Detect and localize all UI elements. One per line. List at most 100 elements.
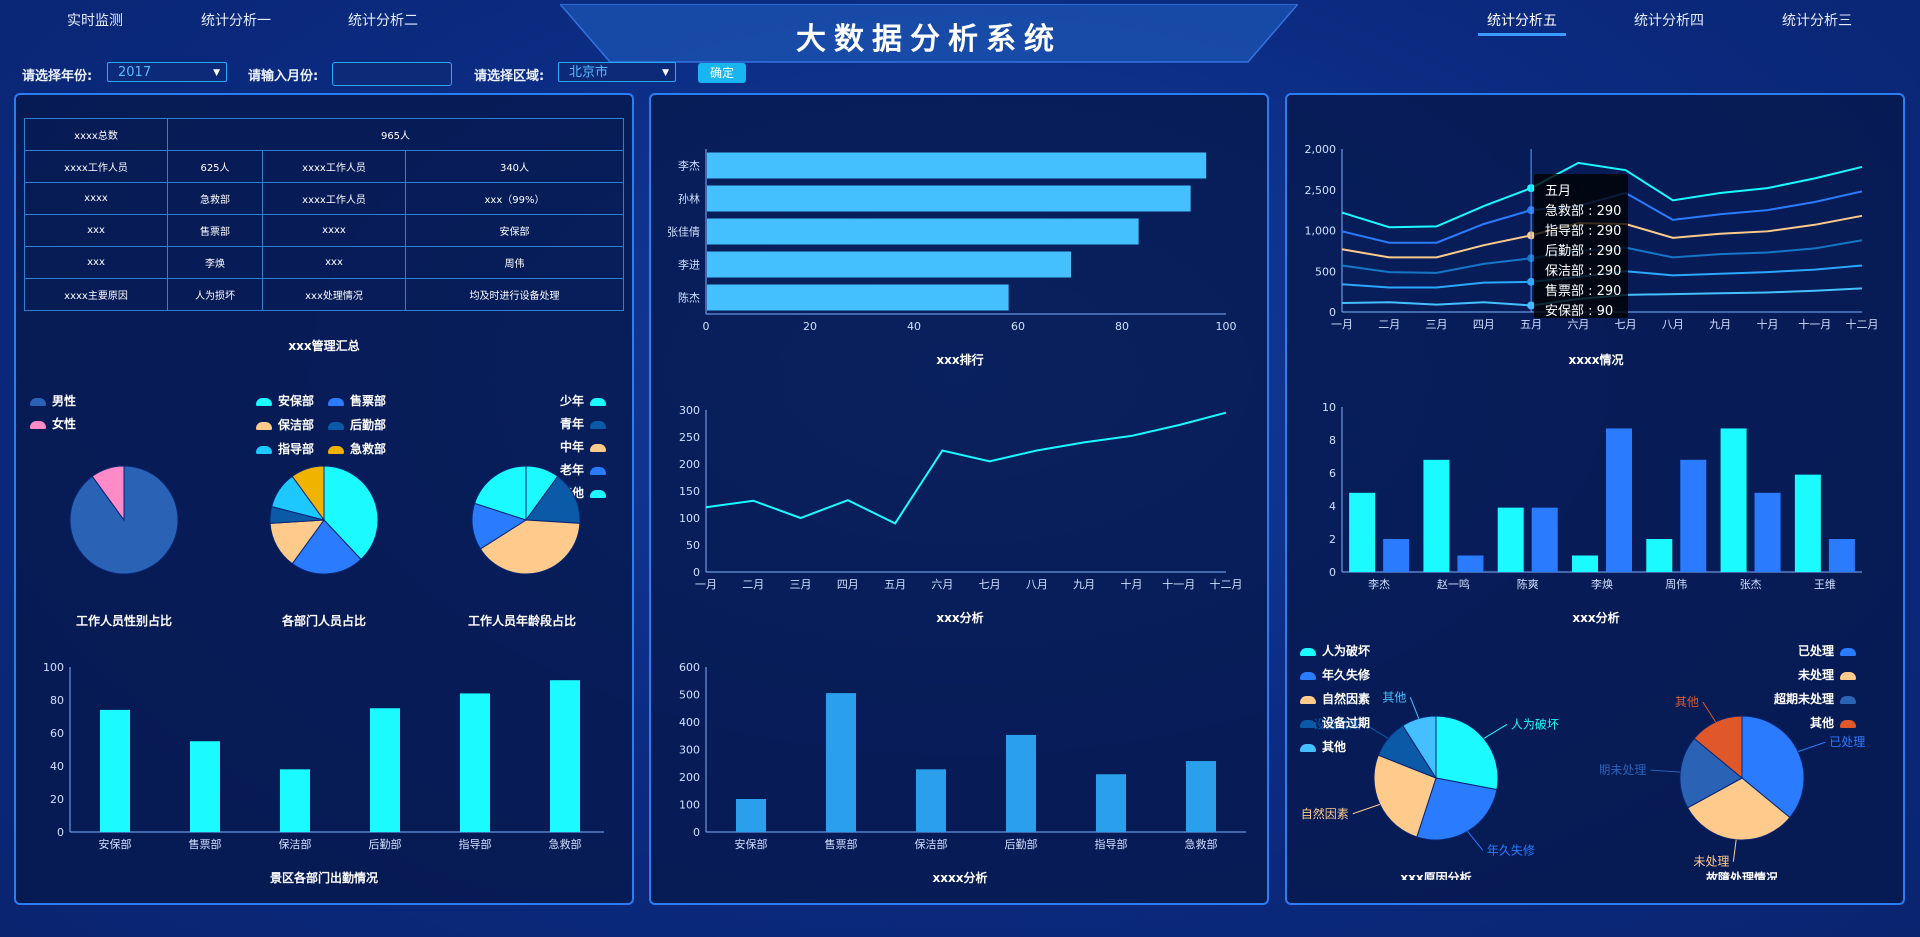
pie-label: 未处理 [1693,855,1729,869]
tooltip-item: 后勤部 : 290 [1545,244,1622,259]
legend-item[interactable]: 设备过期 [1300,714,1370,731]
legend-item[interactable]: 后勤部 [328,416,386,433]
age-pie-caption: 工作人员年龄段占比 [467,614,576,628]
legend-item[interactable]: 其他 [1774,714,1857,731]
chart-title: xxxx情况 [1569,352,1624,367]
chart-title: 景区各部门出勤情况 [270,870,378,885]
legend-swatch [328,421,344,430]
x-tick-label: 指导部 [459,837,492,851]
tooltip-item: 指导部 : 290 [1545,224,1622,239]
pie-slice [1693,715,1743,780]
legend-item[interactable]: 年久失修 [1300,666,1370,683]
confirm-button[interactable]: 确定 [698,63,746,83]
legend-item[interactable]: 超期未处理 [1774,690,1857,707]
legend-item[interactable]: 自然因素 [1300,690,1370,707]
chart-title: xxx分析 [1572,610,1619,625]
table-cell: 340人 [405,150,624,183]
pie-label-line [1797,741,1826,753]
x-tick-label: 十一月 [1798,317,1831,331]
table-cell: xxxx主要原因 [24,278,168,311]
legend-item[interactable]: 人为破坏 [1300,642,1370,659]
y-tick-label: 50 [686,539,700,552]
x-tick-label: 一月 [695,578,717,591]
bar [1606,428,1632,572]
legend-label: 未处理 [1798,668,1835,682]
x-tick-label: 十一月 [1162,577,1195,591]
legend-item[interactable]: 少年 [560,392,607,409]
legend-label: 已处理 [1798,644,1835,658]
x-tick-label: 售票部 [825,837,858,851]
legend-item[interactable]: 青年 [560,415,607,432]
legend-label: 人为破坏 [1322,644,1371,658]
legend-swatch [590,443,607,452]
legend-item[interactable]: 已处理 [1774,642,1857,659]
legend-item[interactable]: 其他 [1300,738,1370,755]
legend-item[interactable]: 老年 [560,461,607,478]
y-tick-label: 0 [57,826,64,839]
legend-label: 保洁部 [278,418,315,432]
legend-item[interactable]: 指导部 [256,440,314,457]
y-tick-label: 张佳倩 [667,225,700,239]
y-tick-label: 400 [679,716,700,729]
bar [707,251,1071,278]
pie-slice [1402,715,1437,780]
grouped-bar-chart: 0 2 4 6 8 10 李杰 赵一鸣 陈爽 李焕 周伟 张杰 王维 xxx分析 [1322,401,1862,625]
pie-label-line [1364,724,1389,739]
table-cell: xxx [262,246,406,279]
nav-stats-4[interactable]: 统计分析四 [1634,13,1704,29]
summary-table: xxxx总数 965人 xxxx工作人员 625人 xxxx工作人员 340人 … [24,118,624,311]
legend-label: 其他 [1322,740,1347,754]
legend-item[interactable]: 售票部 [328,392,386,409]
y-tick-label: 600 [679,661,700,674]
legend-label: 指导部 [278,442,315,456]
y-tick-label: 300 [679,744,700,757]
bar [1646,539,1673,572]
x-tick-label: 安保部 [99,837,132,851]
legend-item[interactable]: 男性 [30,392,76,409]
pie-label: 其他 [1382,690,1406,704]
legend-swatch [256,445,272,454]
nav-stats-2[interactable]: 统计分析二 [348,13,418,29]
legend-item[interactable]: 急救部 [328,440,386,457]
gender-legend: 男性 女性 [30,392,76,432]
month-input[interactable] [332,62,452,86]
y-tick-label: 1,000 [1305,225,1337,238]
chart-title: xxx分析 [936,610,983,625]
nav-stats-1[interactable]: 统计分析一 [201,13,271,29]
page-title: 大数据分析系统 [796,22,1062,57]
x-tick-label: 100 [1216,320,1237,333]
legend-swatch [1300,743,1316,752]
x-tick-label: 保洁部 [915,837,948,851]
nav-stats-5[interactable]: 统计分析五 [1487,13,1557,29]
legend-item[interactable]: 中年 [560,438,607,455]
year-select[interactable]: 2017 ▼ [107,62,227,82]
legend-label: 售票部 [350,394,387,408]
year-label: 请选择年份: [22,69,93,84]
legend-swatch [1300,671,1316,680]
bar [550,680,580,832]
x-tick-label: 60 [1011,320,1025,333]
legend-item[interactable]: 未处理 [1774,666,1857,683]
y-tick-label: 李进 [678,258,700,272]
x-tick-label: 后勤部 [1005,837,1038,851]
nav-stats-3[interactable]: 统计分析三 [1782,13,1852,29]
table-cell: 625人 [167,150,263,183]
x-tick-label: 二月 [1378,318,1400,331]
title-banner [560,4,1298,63]
tooltip-item: 急救部 : 290 [1545,204,1622,219]
table-cell: 965人 [167,118,624,151]
tooltip-item: 售票部 : 290 [1545,284,1622,299]
table-cell: xxxx [24,182,168,215]
nav-realtime[interactable]: 实时监测 [67,13,123,29]
legend-swatch [590,397,607,406]
dept-pie-chart [269,465,379,575]
bar [916,769,946,832]
legend-item[interactable]: 安保部 [256,392,314,409]
area-select[interactable]: 北京市 ▼ [558,62,676,82]
bar [826,693,856,832]
x-tick-label: 五月 [1520,318,1542,331]
y-tick-label: 2,500 [1305,184,1337,197]
legend-swatch [1300,647,1316,656]
legend-item[interactable]: 女性 [30,415,76,432]
legend-item[interactable]: 保洁部 [256,416,314,433]
